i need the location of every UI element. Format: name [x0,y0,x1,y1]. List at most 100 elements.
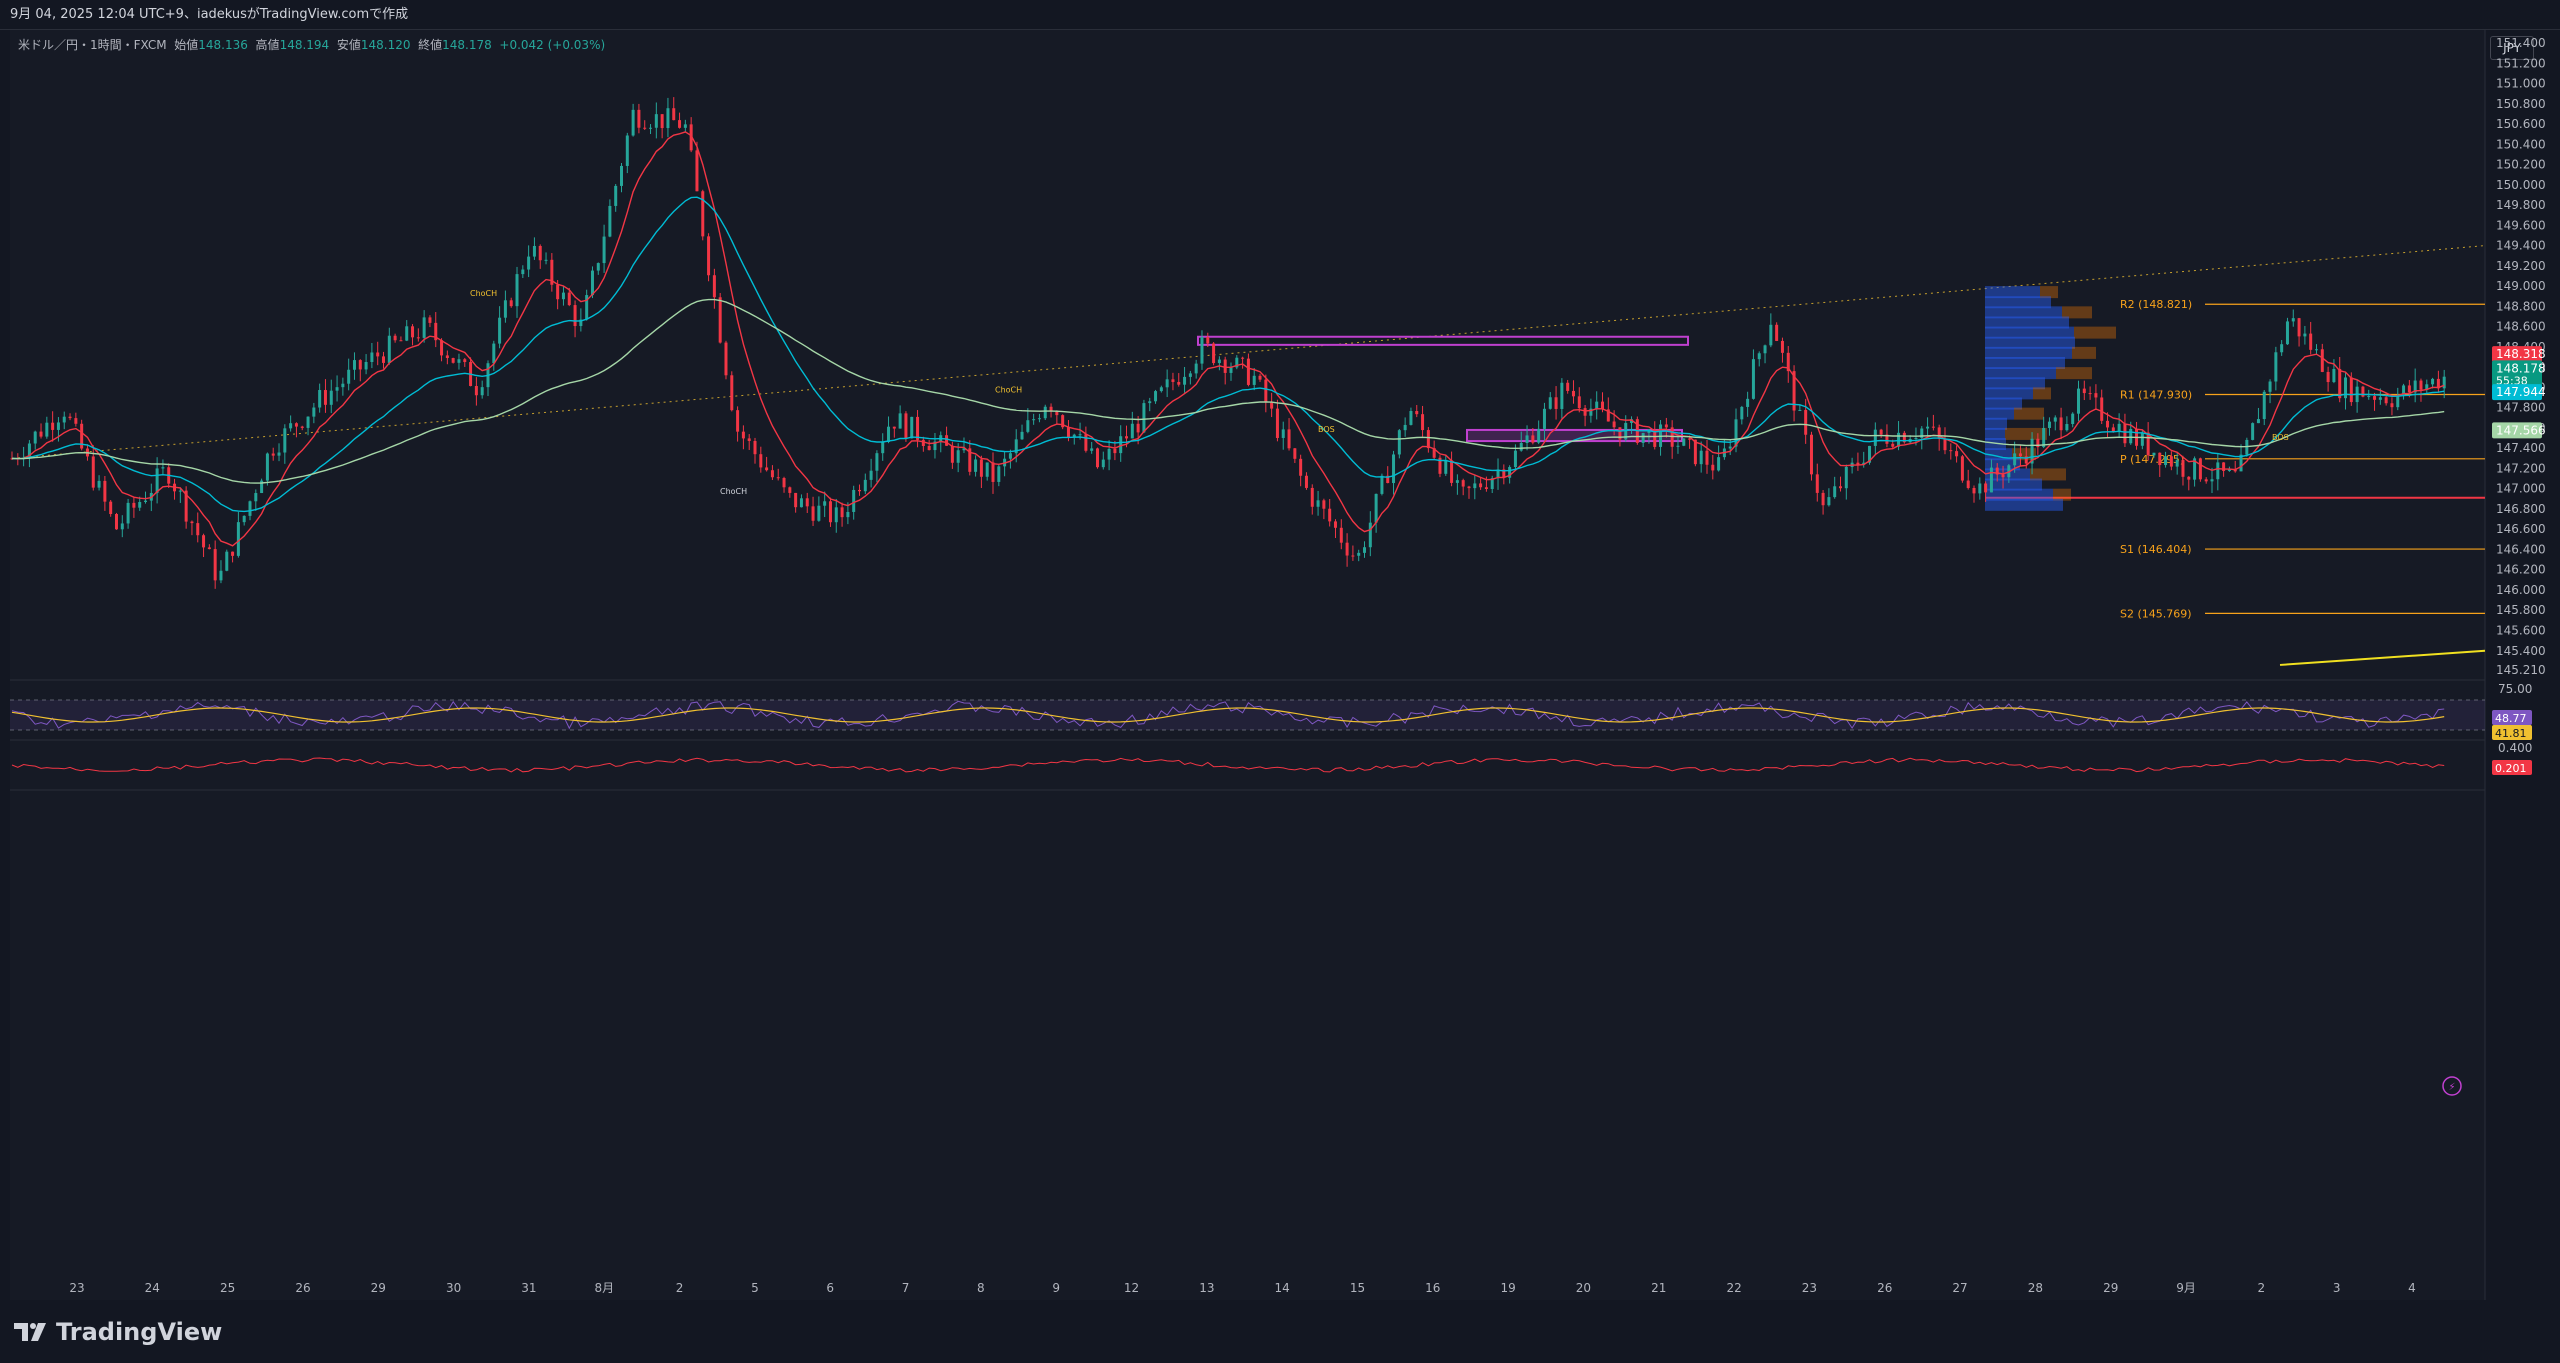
lower-badge-label: 0.201 [2495,762,2527,775]
candle-body [1136,423,1140,433]
candle-body [103,480,107,502]
brand[interactable]: TradingView [14,1318,222,1346]
candle-body [1316,500,1320,507]
candle-body [1513,450,1517,468]
candle-body [1920,428,1924,438]
candle-body [271,453,275,456]
candle-body [2076,388,2080,414]
candle-body [945,435,949,446]
candle-body [1496,469,1500,479]
candle-body [997,466,1001,482]
candle-body [1833,486,1837,498]
candle-body [440,340,444,356]
candle-body [1450,460,1454,483]
alert-icon: ⚡ [2448,1082,2455,1093]
candle-body [1438,457,1442,474]
candle-body [277,452,281,456]
volume-profile-bar [1985,427,2005,440]
candle-body [480,387,484,396]
order-block-zone [1197,335,1689,346]
candle-body [1699,450,1703,465]
price-tick-label: 150.000 [2496,178,2546,192]
candle-body [1595,401,1599,409]
candle-body [1606,409,1610,422]
currency-button[interactable]: JPY [2490,36,2534,60]
price-badge [2492,384,2542,401]
candle-body [927,445,931,451]
candle-body [1960,456,1964,481]
candle-body [1792,371,1796,411]
candle-body [2431,378,2435,385]
candle-body [1664,424,1668,428]
candle-body [2390,403,2394,408]
symbol-label[interactable]: 米ドル／円・1時間・FXCM [18,38,167,52]
candle-body [387,335,391,363]
price-tick-label: 149.000 [2496,279,2546,293]
candle-body [1542,408,1546,429]
candle-body [1763,345,1767,354]
time-tick-label: 4 [2408,1281,2416,1295]
close-value: 148.178 [442,38,492,52]
candle-body [2227,469,2231,471]
candle-body [434,322,438,341]
price-tick-label: 151.400 [2496,36,2546,50]
low-value: 148.120 [360,38,411,52]
candle-body [2256,419,2260,424]
chart-pane[interactable] [10,30,2485,1300]
candle-body [1299,458,1303,476]
candle-body [1252,375,1256,385]
candle-body [1879,429,1883,435]
candle-body [265,453,269,481]
candle-body [2111,427,2115,432]
candle-body [1502,469,1506,478]
choch-label: ChoCH [470,289,497,298]
close-label: 終値 [418,38,443,52]
time-tick-label: 25 [220,1281,235,1295]
candle-body [2297,318,2301,337]
candle-body [1885,434,1889,444]
candle-body [950,445,954,463]
candle-body [2268,381,2272,392]
candle-body [910,416,914,439]
candle-body [724,342,728,376]
time-tick-label: 22 [1726,1281,1741,1295]
candle-body [1705,450,1709,465]
candle-body [1078,434,1082,436]
candle-body [1014,439,1018,454]
candle-body [1746,398,1750,407]
candle-body [1676,445,1680,447]
volume-profile-bar [2033,387,2051,400]
candle-body [2204,479,2208,482]
candle-body [2106,420,2110,428]
time-tick-label: 2 [2258,1281,2266,1295]
candle-body [2326,371,2330,383]
rsi-badge [2492,725,2532,740]
candle-body [1682,438,1686,446]
drawn-trend-line [2279,649,2486,666]
candle-body [2436,378,2440,389]
candle-body [1072,434,1076,438]
candle-body [1363,547,1367,553]
candle-body [1159,387,1163,392]
candle-body [1171,379,1175,382]
candle-body [2129,428,2133,444]
candle-body [422,317,426,338]
candle-body [1891,443,1895,447]
candle-body [2314,349,2318,351]
candle-body [962,448,966,451]
volume-profile-bar [1985,407,2014,420]
candle-body [202,535,206,548]
candle-body [294,423,298,427]
price-tick-label: 148.600 [2496,320,2546,334]
candle-body [2018,453,2022,457]
volume-profile-bar [1985,296,2051,309]
price-tick-label: 147.000 [2496,482,2546,496]
low-label: 安値 [336,38,361,52]
rsi-tick-label: 75.00 [2498,682,2532,696]
time-tick-label: 23 [1802,1281,1817,1295]
time-tick-label: 30 [446,1281,461,1295]
price-tick-label: 150.600 [2496,117,2546,131]
candle-body [1333,521,1337,528]
candle-body [857,489,861,492]
ohlc-legend: 米ドル／円・1時間・FXCM 始値148.136 高値148.194 安値148… [18,36,605,53]
